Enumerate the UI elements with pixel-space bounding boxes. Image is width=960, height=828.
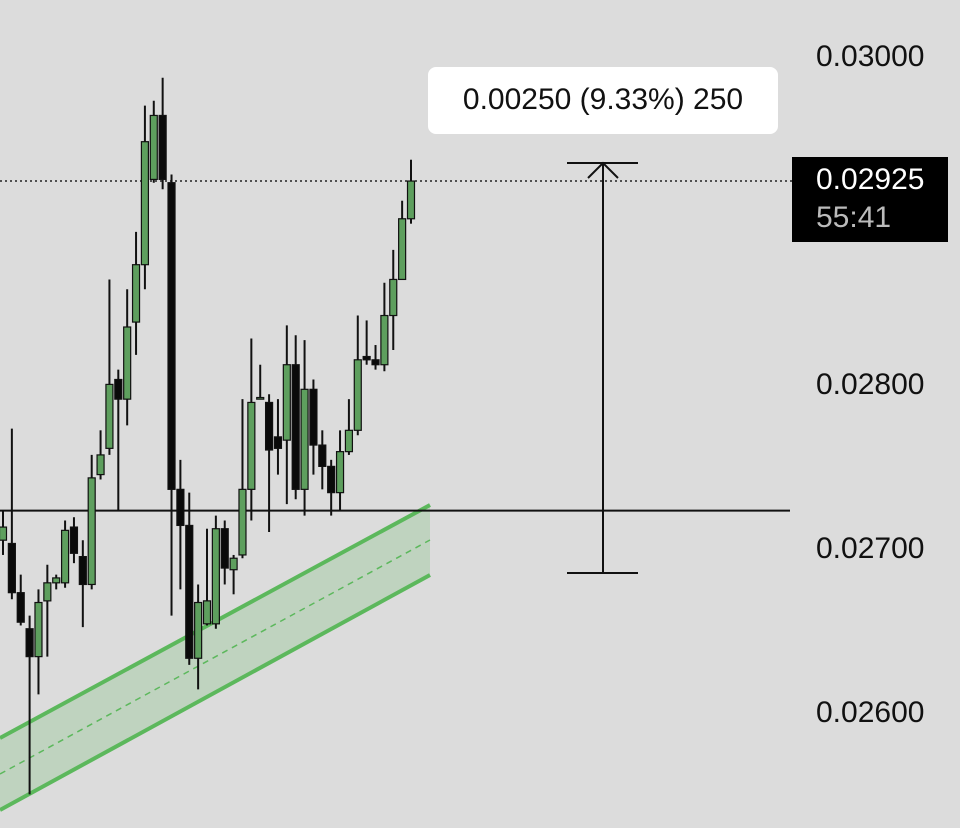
candle-body — [25, 628, 34, 658]
candle-body — [238, 488, 247, 556]
candle-body — [211, 528, 220, 625]
candle-body — [69, 526, 79, 554]
channel — [0, 503, 431, 812]
candle-body — [380, 314, 389, 366]
candle-body — [78, 555, 87, 586]
candle-body — [34, 601, 43, 658]
candle-body — [16, 592, 25, 623]
candle-body — [114, 378, 123, 400]
candle-body — [353, 359, 362, 431]
candle-body — [344, 429, 354, 453]
candle-body — [185, 524, 194, 659]
candle-body — [371, 359, 380, 366]
candle-body — [247, 401, 256, 490]
countdown: 55:41 — [816, 201, 891, 234]
candle-body — [202, 600, 212, 625]
candle-body — [43, 582, 52, 602]
candle-body — [318, 444, 327, 467]
candle-body — [60, 529, 70, 584]
price-box — [792, 157, 948, 242]
candle-body — [176, 488, 185, 527]
channel-mid — [0, 539, 431, 775]
candle-body — [0, 526, 8, 541]
candle-body — [389, 278, 398, 317]
y-tick-label: 0.02600 — [816, 696, 924, 729]
candle-body — [140, 141, 150, 266]
candle-body — [220, 528, 229, 569]
candle-body — [7, 542, 16, 594]
channel-lower — [0, 573, 431, 812]
candle-body — [167, 182, 176, 490]
candle-body — [149, 114, 158, 181]
candle-body — [282, 364, 291, 441]
candle-body — [300, 388, 309, 490]
candle-body — [309, 388, 318, 446]
measure-arrow — [587, 161, 619, 179]
candle-body — [87, 477, 96, 586]
measure-label: 0.00250 (9.33%) 250 — [463, 83, 743, 116]
candle-body — [131, 264, 141, 323]
measure-box — [428, 67, 778, 134]
candle-body — [406, 180, 416, 220]
candle-body — [362, 355, 371, 361]
y-tick-label: 0.02800 — [816, 368, 924, 401]
candle-body — [327, 465, 336, 494]
candle-body — [123, 326, 132, 400]
candle-body — [256, 396, 265, 400]
candle-body — [158, 114, 167, 181]
candle-body — [398, 218, 407, 281]
plot — [0, 77, 792, 795]
candle-body — [105, 383, 114, 449]
candle-body — [52, 577, 61, 584]
candle-body — [335, 451, 345, 494]
candle-body — [291, 364, 300, 490]
y-tick-label: 0.02700 — [816, 532, 924, 565]
candle-body — [264, 401, 274, 451]
candle-body — [273, 436, 283, 449]
candle-body — [229, 557, 238, 571]
last-price: 0.02925 — [816, 163, 924, 196]
candle-body — [96, 454, 105, 476]
candle-body — [194, 601, 203, 659]
y-tick-label: 0.03000 — [816, 40, 924, 73]
